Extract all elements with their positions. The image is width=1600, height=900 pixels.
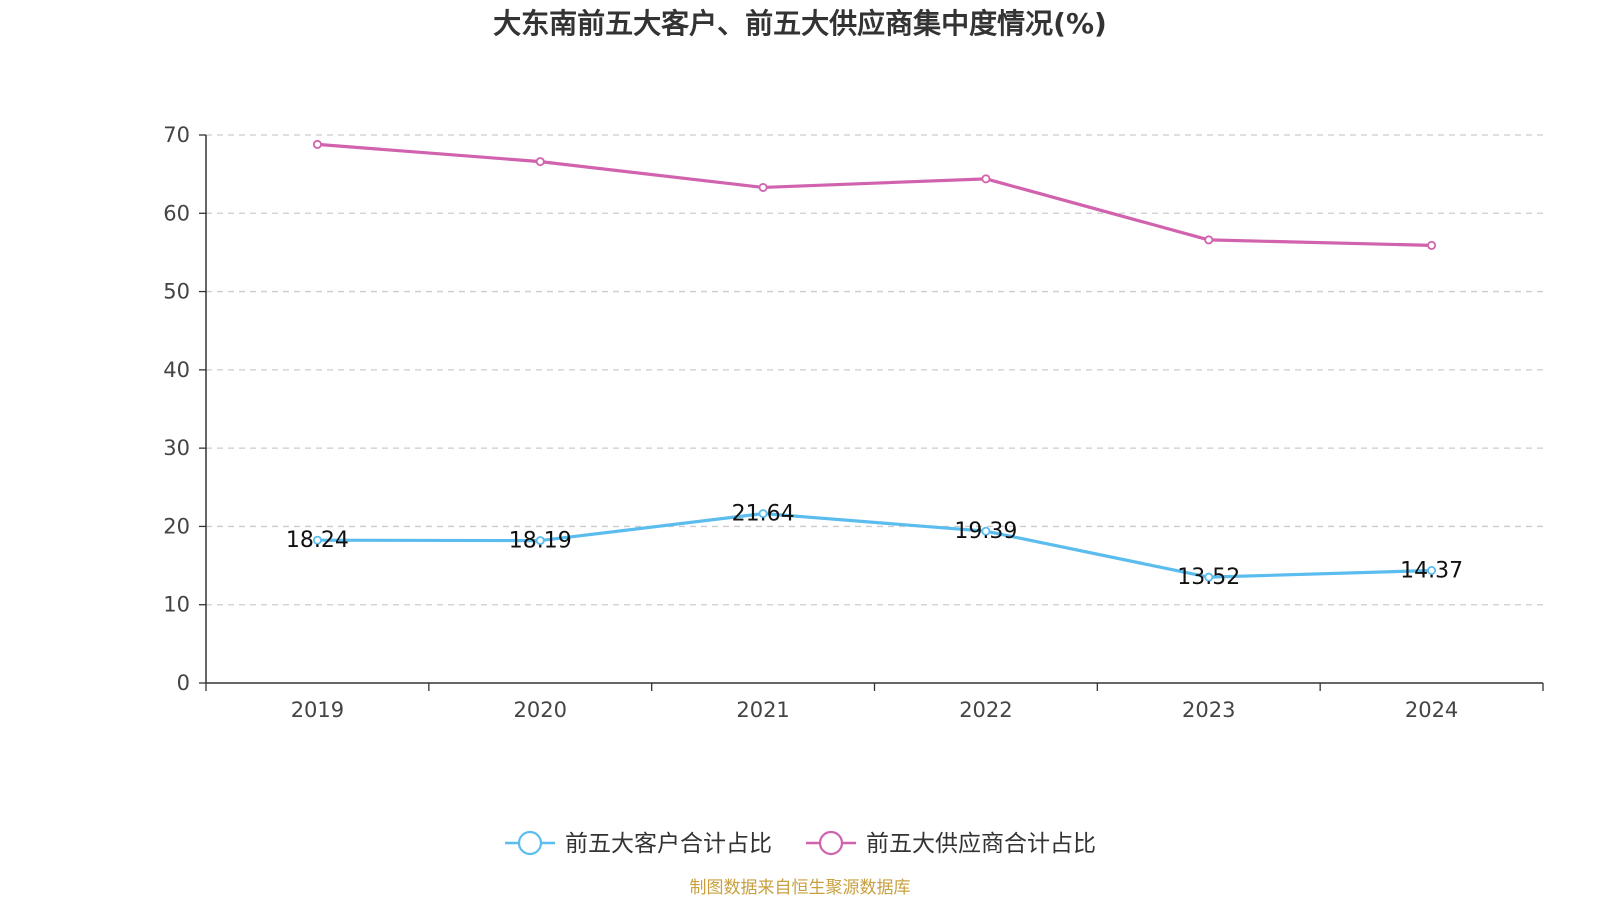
data-point[interactable] bbox=[535, 536, 545, 546]
y-tick-label: 0 bbox=[177, 671, 190, 695]
series-1 bbox=[312, 509, 1437, 582]
data-point[interactable] bbox=[535, 157, 545, 167]
data-point[interactable] bbox=[1427, 566, 1437, 576]
chart-title: 大东南前五大客户、前五大供应商集中度情况(%) bbox=[493, 7, 1107, 40]
series-line bbox=[317, 511, 1432, 579]
legend-swatch-marker bbox=[517, 830, 543, 856]
data-label: 18.24 bbox=[286, 528, 349, 553]
series-line bbox=[317, 142, 1432, 247]
gridlines bbox=[206, 134, 1543, 606]
data-point[interactable] bbox=[312, 139, 322, 149]
data-point[interactable] bbox=[981, 174, 991, 184]
legend-swatch-marker bbox=[818, 830, 844, 856]
y-tick-label: 10 bbox=[163, 593, 190, 617]
data-point[interactable] bbox=[1204, 235, 1214, 245]
data-point[interactable] bbox=[1427, 240, 1437, 250]
series-layer bbox=[312, 139, 1437, 582]
axes bbox=[205, 135, 1543, 684]
data-point[interactable] bbox=[981, 526, 991, 536]
data-point[interactable] bbox=[758, 182, 768, 192]
data-label: 13.52 bbox=[1177, 565, 1240, 590]
legend-item[interactable]: 前五大供应商合计占比 bbox=[806, 830, 1096, 857]
legend-label: 前五大供应商合计占比 bbox=[866, 831, 1096, 857]
y-tick-label: 70 bbox=[163, 123, 190, 147]
data-label: 18.19 bbox=[509, 529, 572, 554]
x-tick-label: 2019 bbox=[291, 698, 344, 722]
legend-item[interactable]: 前五大客户合计占比 bbox=[505, 830, 772, 857]
data-label: 14.37 bbox=[1400, 559, 1463, 584]
legend[interactable]: 前五大客户合计占比 前五大供应商合计占比 bbox=[505, 830, 1096, 857]
data-labels: 18.24 18.19 21.64 19.39 13.52 14.37 bbox=[286, 502, 1463, 591]
y-axis-ticks: 0 10 20 30 40 50 60 70 bbox=[163, 123, 206, 695]
legend-label: 前五大客户合计占比 bbox=[565, 831, 772, 857]
x-tick-label: 2024 bbox=[1405, 698, 1458, 722]
source-note: 制图数据来自恒生聚源数据库 bbox=[690, 878, 911, 898]
x-tick-label: 2023 bbox=[1182, 698, 1235, 722]
y-tick-label: 50 bbox=[163, 280, 190, 304]
data-point[interactable] bbox=[1204, 572, 1214, 582]
x-tick-label: 2021 bbox=[736, 698, 789, 722]
y-tick-label: 20 bbox=[163, 514, 190, 538]
y-tick-label: 40 bbox=[163, 358, 190, 382]
data-label: 21.64 bbox=[732, 502, 795, 527]
x-axis-ticks: 2019 2020 2021 2022 2023 2024 bbox=[205, 683, 1544, 722]
x-tick-label: 2020 bbox=[514, 698, 567, 722]
y-tick-label: 60 bbox=[163, 201, 190, 225]
y-tick-label: 30 bbox=[163, 436, 190, 460]
series-2 bbox=[312, 139, 1437, 250]
data-point[interactable] bbox=[758, 509, 768, 519]
data-label: 19.39 bbox=[954, 519, 1017, 544]
x-tick-label: 2022 bbox=[959, 698, 1012, 722]
data-point[interactable] bbox=[312, 535, 322, 545]
